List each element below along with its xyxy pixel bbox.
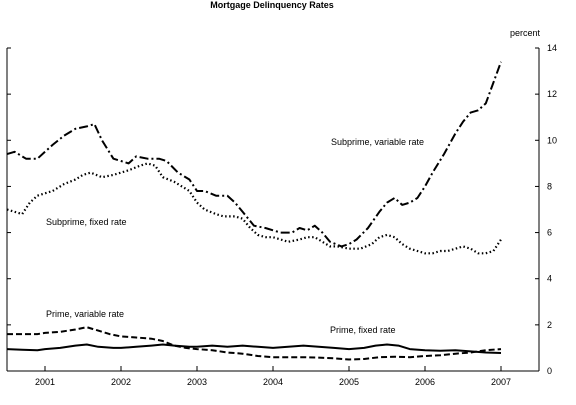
series-lines <box>6 61 502 361</box>
series-prime-variable <box>7 326 502 361</box>
y-tick-label: 14 <box>547 43 557 53</box>
y-tick-label: 12 <box>547 89 557 99</box>
x-tick-label: 2007 <box>491 377 511 387</box>
series-subprime-variable <box>6 61 502 248</box>
y-unit-label: percent <box>510 28 541 38</box>
label-subprime-variable: Subprime, variable rate <box>331 137 424 147</box>
x-tick-label: 2006 <box>415 377 435 387</box>
x-tick-label: 2001 <box>35 377 55 387</box>
x-tick-label: 2003 <box>187 377 207 387</box>
y-tick-label: 0 <box>547 366 552 376</box>
y-tick-label: 8 <box>547 181 552 191</box>
plot-frame <box>6 48 540 372</box>
chart-title: Mortgage Delinquency Rates <box>210 0 334 10</box>
label-subprime-fixed: Subprime, fixed rate <box>46 217 127 227</box>
y-ticks: 0 2 4 6 8 10 12 14 <box>7 43 557 376</box>
series-prime-fixed <box>6 343 502 354</box>
label-prime-variable: Prime, variable rate <box>46 309 124 319</box>
x-tick-label: 2005 <box>339 377 359 387</box>
x-tick-label: 2002 <box>111 377 131 387</box>
y-tick-label: 6 <box>547 228 552 238</box>
series-labels: Subprime, variable rate Subprime, fixed … <box>46 137 424 335</box>
y-tick-label: 10 <box>547 135 557 145</box>
label-prime-fixed: Prime, fixed rate <box>330 325 396 335</box>
x-ticks: 2001 2002 2003 2004 2005 2006 2007 <box>35 366 511 387</box>
y-tick-label: 4 <box>547 274 552 284</box>
y-tick-label: 2 <box>547 320 552 330</box>
series-subprime-fixed <box>6 162 502 255</box>
x-tick-label: 2004 <box>263 377 283 387</box>
